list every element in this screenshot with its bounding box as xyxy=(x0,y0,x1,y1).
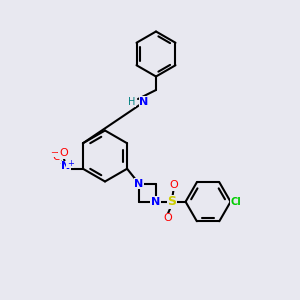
Text: N: N xyxy=(151,197,160,207)
Text: N: N xyxy=(140,97,148,107)
Text: O: O xyxy=(52,152,61,162)
Text: −: − xyxy=(50,148,57,157)
Text: +: + xyxy=(67,159,74,168)
Text: Cl: Cl xyxy=(231,197,242,207)
Text: O: O xyxy=(163,213,172,223)
Text: O: O xyxy=(169,180,178,190)
Text: H: H xyxy=(128,97,136,107)
Text: N: N xyxy=(61,161,70,171)
Text: N: N xyxy=(134,179,144,189)
Text: S: S xyxy=(168,195,177,208)
Text: O: O xyxy=(59,148,68,158)
